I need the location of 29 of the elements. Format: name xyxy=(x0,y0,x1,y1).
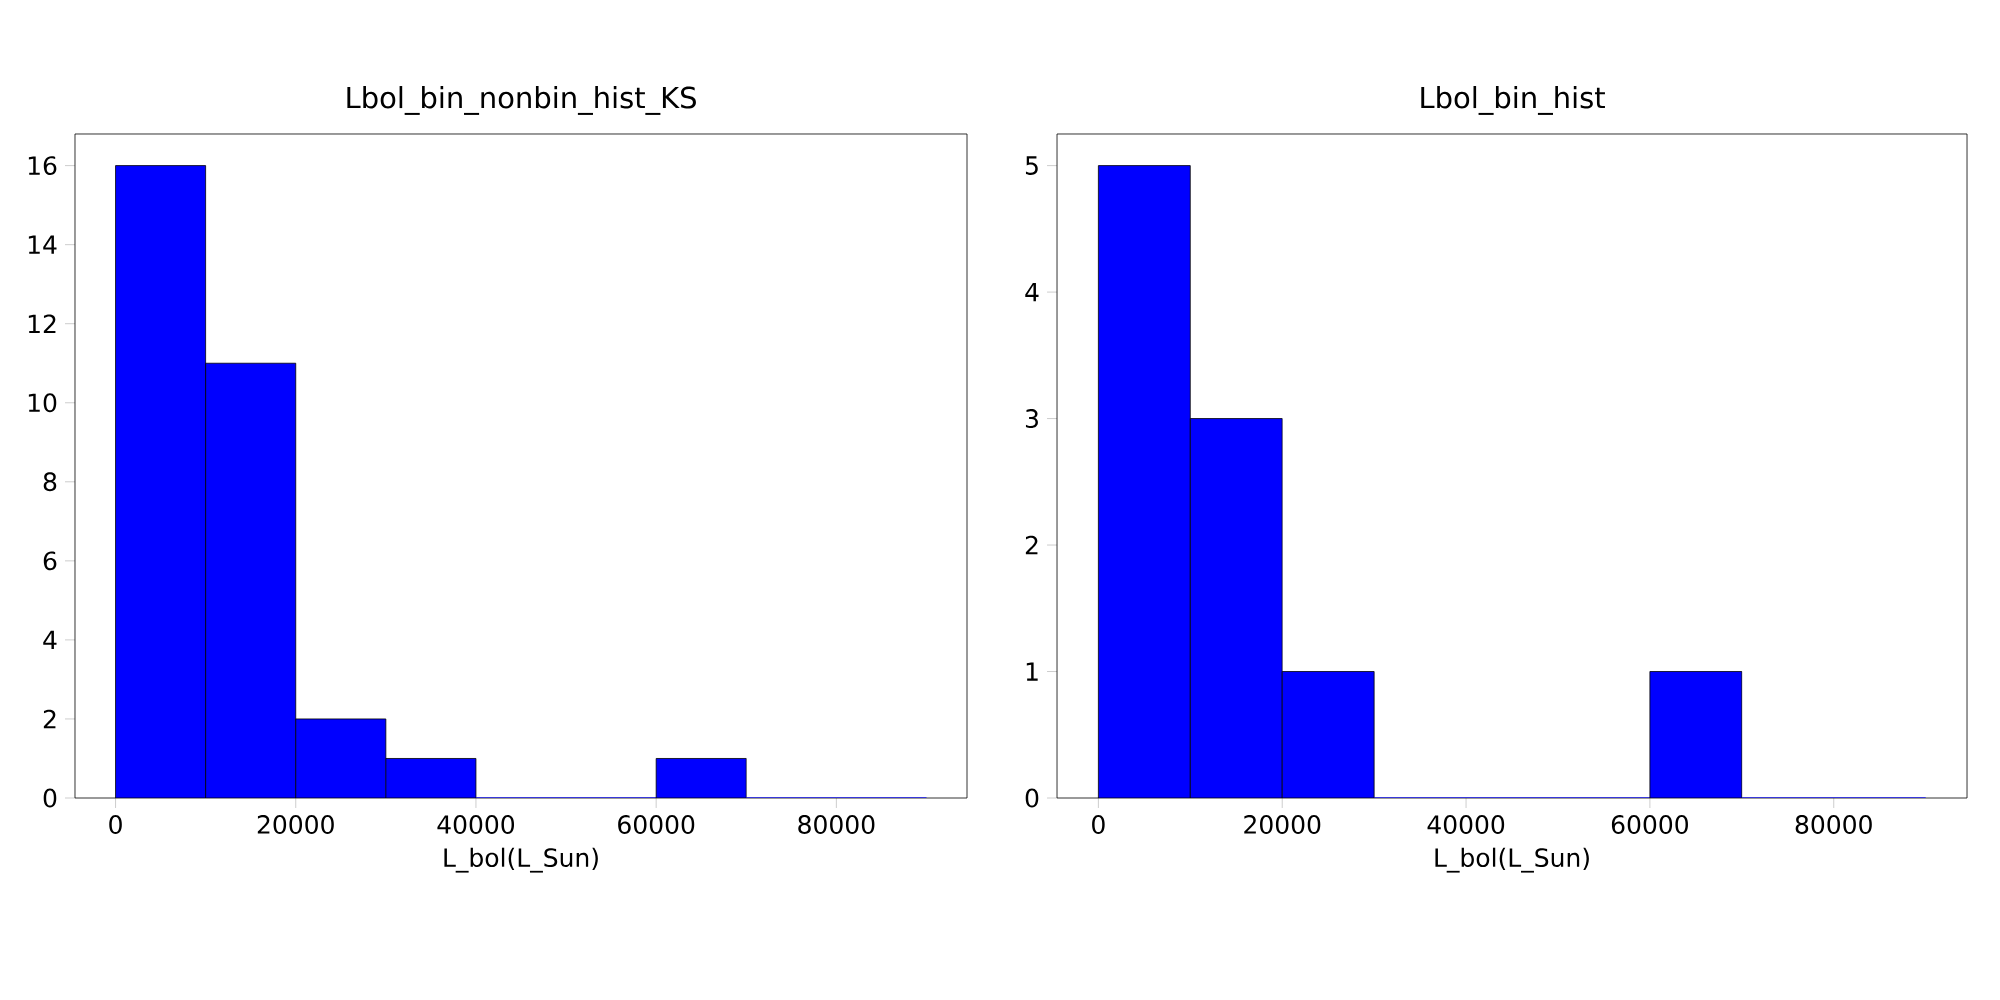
y-tick-label: 2 xyxy=(43,709,56,729)
x-tick-label: 80000 xyxy=(1795,815,1872,834)
x-tick-label: 40000 xyxy=(437,815,515,834)
chart-title: Lbol_bin_nonbin_hist_KS xyxy=(347,86,696,115)
x-tick-label: 20000 xyxy=(1244,815,1321,834)
y-tick-label: 2 xyxy=(1025,535,1038,555)
x-tick-label: 0 xyxy=(109,815,122,834)
x-tick-label: 0 xyxy=(1092,815,1105,834)
y-tick-label: 4 xyxy=(43,630,57,650)
x-tick-label: 20000 xyxy=(257,815,334,834)
y-tick-label: 16 xyxy=(28,156,57,176)
y-tick-label: 4 xyxy=(1025,282,1039,302)
x-tick-label: 60000 xyxy=(1611,815,1688,834)
x-tick-label: 40000 xyxy=(1427,815,1505,834)
x-axis-title: L_bol(L_Sun) xyxy=(444,847,598,873)
y-tick-label: 6 xyxy=(43,551,57,571)
y-tick-label: 10 xyxy=(28,393,57,413)
x-tick-label: 80000 xyxy=(798,815,875,834)
y-tick-label: 1 xyxy=(1026,662,1038,681)
y-tick-label: 0 xyxy=(43,788,57,808)
y-tick-label: 8 xyxy=(43,472,57,492)
x-tick-label: 60000 xyxy=(618,815,695,834)
y-tick-label: 0 xyxy=(1025,788,1039,808)
x-axis-title: L_bol(L_Sun) xyxy=(1435,847,1589,873)
chart-title: Lbol_bin_hist xyxy=(1421,86,1605,115)
y-tick-label: 3 xyxy=(1025,409,1038,429)
y-tick-label: 12 xyxy=(28,314,56,333)
y-tick-label: 14 xyxy=(28,235,57,254)
y-tick-label: 5 xyxy=(1025,156,1038,175)
